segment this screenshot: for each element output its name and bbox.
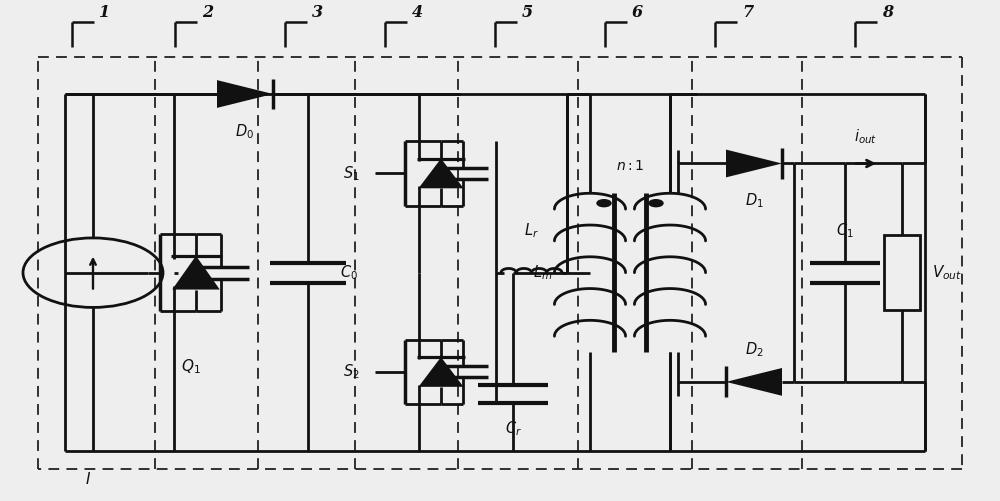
Text: $C_1$: $C_1$: [836, 221, 854, 240]
Text: $C_0$: $C_0$: [340, 264, 358, 282]
Text: $L_r$: $L_r$: [524, 221, 539, 240]
Text: $Q_1$: $Q_1$: [181, 358, 201, 376]
Text: $C_r$: $C_r$: [505, 420, 521, 438]
Text: $L_m$: $L_m$: [533, 264, 552, 282]
Text: $n:1$: $n:1$: [616, 159, 644, 173]
Circle shape: [597, 200, 611, 207]
Text: 7: 7: [742, 4, 753, 21]
Polygon shape: [726, 150, 782, 177]
Text: 1: 1: [99, 4, 110, 21]
Polygon shape: [172, 256, 220, 290]
Circle shape: [649, 200, 663, 207]
Text: $i_{out}$: $i_{out}$: [854, 127, 878, 145]
Bar: [884, 235, 920, 310]
Text: 5: 5: [522, 4, 533, 21]
Text: 4: 4: [412, 4, 423, 21]
Text: $D_1$: $D_1$: [745, 191, 763, 210]
Polygon shape: [217, 80, 273, 108]
Polygon shape: [419, 357, 464, 387]
Text: $D_0$: $D_0$: [235, 122, 255, 141]
Text: $S_1$: $S_1$: [343, 164, 360, 183]
Text: 2: 2: [202, 4, 213, 21]
Text: $I$: $I$: [85, 470, 91, 486]
Text: 3: 3: [312, 4, 323, 21]
Polygon shape: [419, 158, 464, 188]
Text: $V_{out}$: $V_{out}$: [932, 264, 962, 282]
Text: $S_2$: $S_2$: [343, 363, 360, 381]
Polygon shape: [726, 368, 782, 396]
Text: $D_2$: $D_2$: [745, 340, 763, 359]
Text: 6: 6: [632, 4, 643, 21]
Text: 8: 8: [882, 4, 893, 21]
